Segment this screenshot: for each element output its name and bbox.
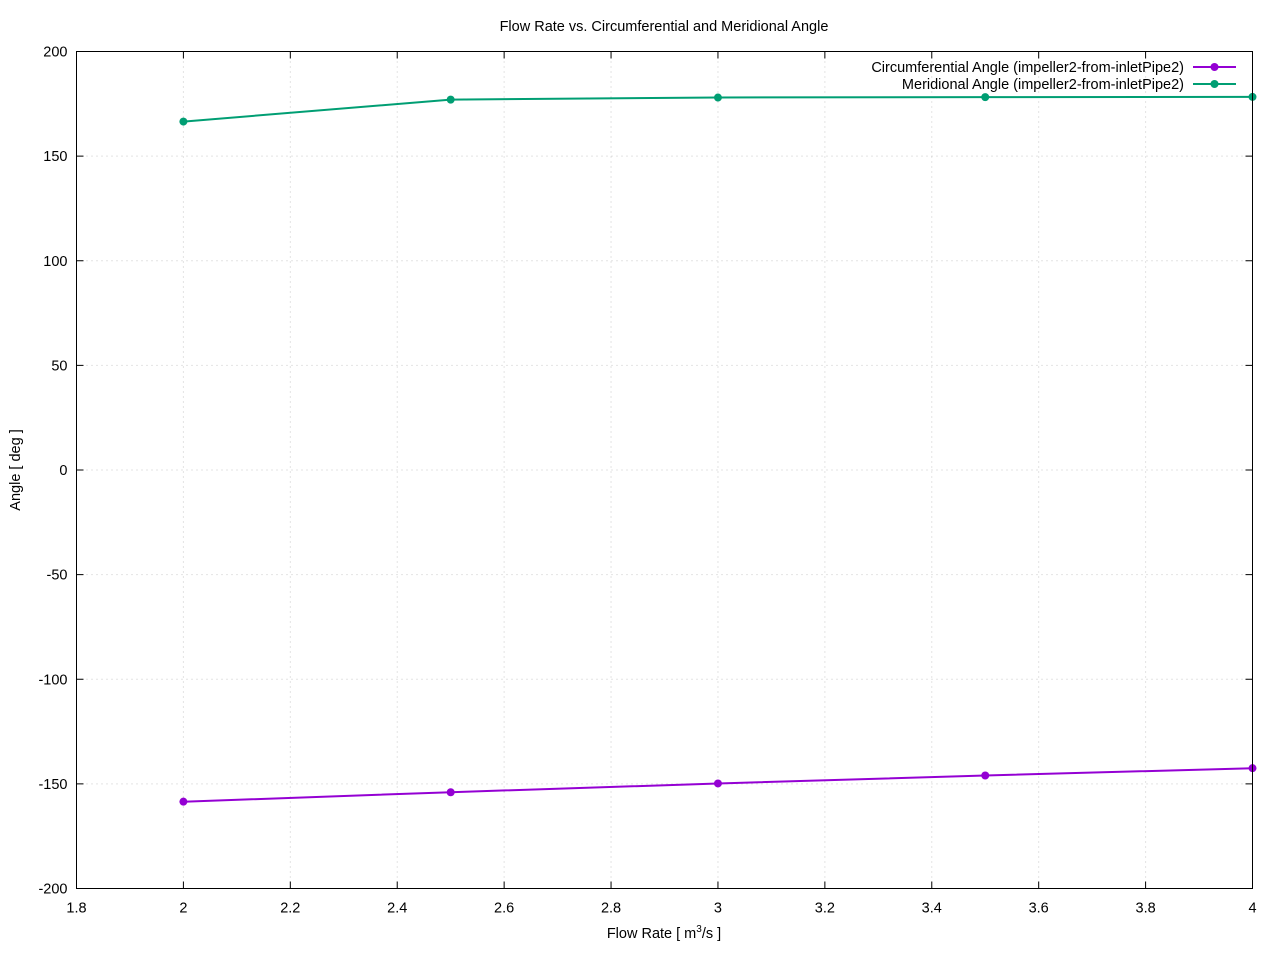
axis-ticks — [76, 51, 1253, 889]
legend-swatch-point — [1210, 63, 1219, 71]
x-tick-label: 3.6 — [1029, 901, 1049, 917]
x-axis-label-tail: /s ] — [702, 926, 721, 942]
legend: Circumferential Angle (impeller2-from-in… — [871, 60, 1236, 93]
data-point — [179, 117, 188, 126]
series-1 — [179, 764, 1257, 806]
y-tick-label: 100 — [43, 254, 67, 270]
data-point — [179, 797, 188, 806]
data-point — [713, 93, 722, 102]
x-tick-label: 2.6 — [494, 901, 514, 917]
legend-label: Circumferential Angle (impeller2-from-in… — [871, 60, 1184, 76]
series-layer — [179, 92, 1257, 806]
x-axis-label-main: Flow Rate [ m — [607, 926, 696, 942]
x-tick-label: 2.2 — [280, 901, 300, 917]
data-point — [446, 788, 455, 797]
y-tick-label: 150 — [43, 149, 67, 165]
legend-entry-1: Circumferential Angle (impeller2-from-in… — [871, 60, 1236, 76]
x-tick-label: 3.4 — [922, 901, 942, 917]
x-tick-label: 3 — [714, 901, 722, 917]
data-point — [981, 93, 990, 102]
x-axis-label: Flow Rate [ m3/s ] — [607, 924, 721, 942]
data-point — [446, 95, 455, 104]
legend-swatch-point — [1210, 80, 1219, 88]
x-tick-label: 1.8 — [66, 901, 86, 917]
data-point — [713, 779, 722, 788]
y-tick-label: -100 — [38, 672, 67, 688]
x-axis-label-superscript: 3 — [696, 924, 702, 935]
x-tick-label: 2 — [179, 901, 187, 917]
x-tick-label: 2.8 — [601, 901, 621, 917]
x-tick-label: 3.2 — [815, 901, 835, 917]
y-tick-label: -50 — [47, 568, 68, 584]
y-tick-label: -200 — [38, 882, 67, 898]
x-tick-labels: 1.8 2 2.2 2.4 2.6 2.8 3 3.2 3.4 3.6 3.8 4 — [66, 901, 1256, 917]
y-tick-label: 200 — [43, 45, 67, 61]
plot-frame — [76, 51, 1253, 889]
y-tick-label: 0 — [59, 463, 67, 479]
y-tick-label: 50 — [51, 358, 67, 374]
y-axis-label: Angle [ deg ] — [8, 429, 24, 510]
y-tick-labels: 200 150 100 50 0 -50 -100 -150 -200 — [38, 45, 67, 898]
x-tick-label: 4 — [1248, 901, 1256, 917]
series-2 — [179, 92, 1257, 126]
x-tick-label: 3.8 — [1136, 901, 1156, 917]
legend-entry-2: Meridional Angle (impeller2-from-inletPi… — [902, 77, 1236, 93]
grid-lines — [76, 51, 1253, 889]
y-tick-label: -150 — [38, 777, 67, 793]
data-point — [981, 771, 990, 780]
x-tick-label: 2.4 — [387, 901, 407, 917]
legend-label: Meridional Angle (impeller2-from-inletPi… — [902, 77, 1184, 93]
chart-title: Flow Rate vs. Circumferential and Meridi… — [500, 19, 829, 35]
